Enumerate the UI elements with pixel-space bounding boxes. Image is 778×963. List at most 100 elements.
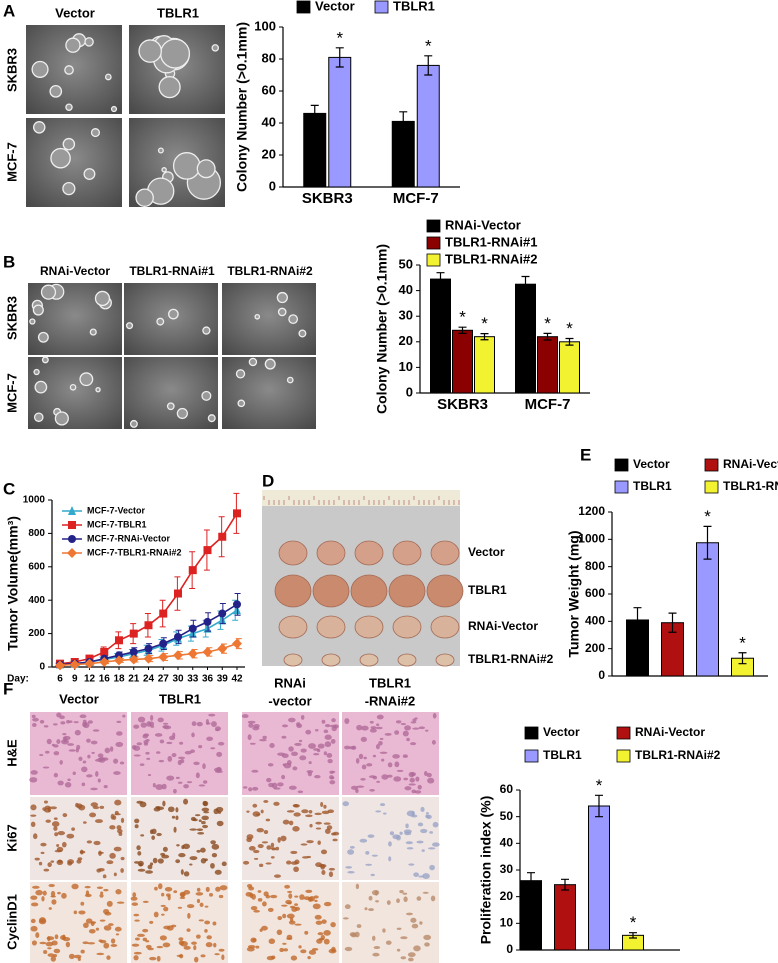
legend-label: Vector [315, 0, 355, 13]
cell [328, 871, 334, 878]
cell [204, 920, 211, 925]
data-point [158, 651, 169, 662]
bar [474, 336, 495, 394]
cell [134, 824, 139, 829]
cell [114, 926, 122, 932]
y-tick-label: 40 [500, 836, 514, 850]
cell [365, 863, 373, 866]
cell [205, 942, 213, 948]
cell [88, 928, 96, 934]
cell [386, 774, 393, 778]
data-point [188, 624, 197, 633]
cell [323, 901, 332, 907]
cell [179, 741, 184, 745]
cell [153, 911, 159, 918]
cell [416, 896, 422, 901]
tumor [435, 653, 455, 667]
cell [282, 913, 287, 919]
x-tick-label: 6 [57, 674, 63, 685]
cell [166, 775, 175, 781]
legend-label: RNAi-Vector [635, 725, 705, 739]
cell [133, 955, 139, 961]
cell [103, 925, 112, 931]
cell [59, 715, 65, 720]
cell [217, 741, 225, 746]
colony [31, 60, 49, 78]
cell [404, 831, 412, 836]
y-tick-label: 400 [28, 595, 45, 606]
colony [129, 419, 138, 428]
cell [87, 942, 95, 945]
colony [83, 168, 96, 180]
colony [65, 103, 73, 111]
cell [252, 803, 258, 808]
colony [172, 152, 201, 180]
cell [243, 860, 250, 865]
error-bar [629, 932, 637, 939]
data-point [84, 658, 95, 669]
bar [515, 283, 536, 394]
cell [427, 777, 435, 784]
tumor [392, 615, 422, 639]
cell [382, 812, 387, 815]
data-point [187, 648, 198, 659]
cell [193, 945, 197, 951]
cell [205, 886, 210, 893]
cell [315, 920, 323, 925]
cell [279, 947, 285, 953]
cell [134, 818, 140, 824]
error-bar [561, 878, 569, 891]
data-point [99, 656, 110, 667]
cell [405, 912, 413, 916]
cell [198, 819, 202, 823]
cell [110, 938, 116, 944]
cell [296, 722, 301, 727]
cell [39, 941, 47, 945]
cell [164, 886, 173, 892]
data-point [129, 629, 138, 638]
micrograph [28, 357, 122, 429]
image-row-label: H&E [4, 739, 19, 767]
cell [290, 955, 298, 961]
cell [95, 819, 103, 824]
cell [50, 890, 56, 897]
cell [270, 856, 275, 859]
cell [389, 831, 395, 836]
cell [403, 777, 409, 781]
cell [199, 902, 204, 908]
cell [294, 742, 302, 746]
cell [320, 864, 325, 870]
legend-label: MCF-7-RNAi-Vector [87, 533, 171, 543]
x-tick-label: 21 [128, 674, 140, 685]
cell [87, 754, 91, 759]
error-bar [480, 333, 489, 341]
cell [140, 834, 145, 837]
cell [114, 799, 122, 806]
cell [256, 827, 264, 833]
cell [379, 737, 384, 741]
cell [331, 718, 336, 723]
cell [200, 954, 206, 958]
colony [254, 313, 261, 320]
cell [99, 805, 105, 809]
colony [50, 147, 71, 169]
y-tick-label: 1200 [578, 504, 605, 518]
cell [175, 776, 180, 780]
y-tick-label: 0 [506, 942, 513, 956]
cell [119, 761, 125, 765]
cell [180, 869, 184, 875]
cell [283, 762, 292, 769]
cell [387, 762, 393, 768]
cell [250, 906, 258, 911]
error-bar [310, 104, 319, 122]
cell [432, 821, 439, 828]
cell [323, 930, 331, 936]
cell [400, 722, 406, 726]
cell [349, 845, 355, 849]
y-tick-label: 600 [585, 586, 605, 600]
cell [281, 735, 287, 739]
cell [288, 785, 297, 790]
cell [51, 821, 60, 827]
colony [264, 358, 276, 370]
cell [410, 721, 417, 724]
